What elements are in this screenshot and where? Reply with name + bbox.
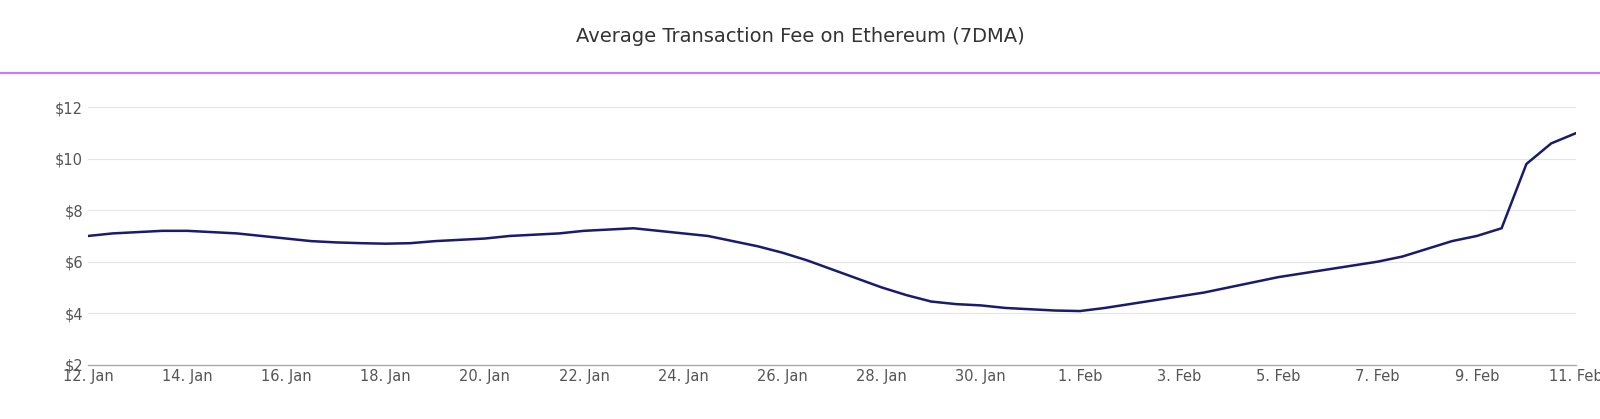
- Text: Average Transaction Fee on Ethereum (7DMA): Average Transaction Fee on Ethereum (7DM…: [576, 27, 1024, 46]
